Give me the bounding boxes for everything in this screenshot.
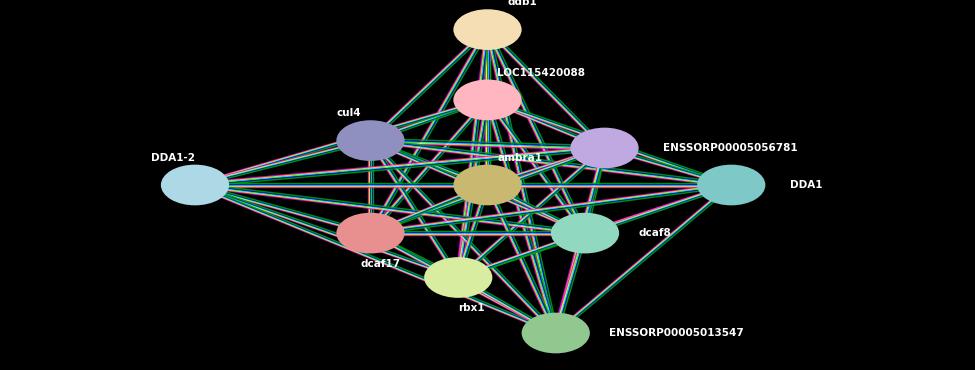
Ellipse shape [453, 9, 522, 50]
Ellipse shape [453, 80, 522, 120]
Ellipse shape [522, 313, 590, 353]
Text: ddb1: ddb1 [507, 0, 537, 7]
Text: ENSSORP00005056781: ENSSORP00005056781 [663, 143, 798, 153]
Text: cul4: cul4 [336, 108, 361, 118]
Text: DDA1: DDA1 [790, 180, 822, 190]
Text: dcaf17: dcaf17 [361, 259, 401, 269]
Ellipse shape [336, 120, 405, 161]
Ellipse shape [551, 213, 619, 253]
Ellipse shape [424, 257, 492, 298]
Ellipse shape [453, 165, 522, 205]
Text: rbx1: rbx1 [458, 303, 485, 313]
Text: ambra1: ambra1 [497, 153, 542, 163]
Text: DDA1-2: DDA1-2 [151, 153, 195, 163]
Ellipse shape [336, 213, 405, 253]
Ellipse shape [697, 165, 765, 205]
Text: dcaf8: dcaf8 [639, 228, 672, 238]
Ellipse shape [161, 165, 229, 205]
Text: LOC115420088: LOC115420088 [497, 68, 585, 78]
Ellipse shape [570, 128, 639, 168]
Text: ENSSORP00005013547: ENSSORP00005013547 [609, 328, 744, 338]
